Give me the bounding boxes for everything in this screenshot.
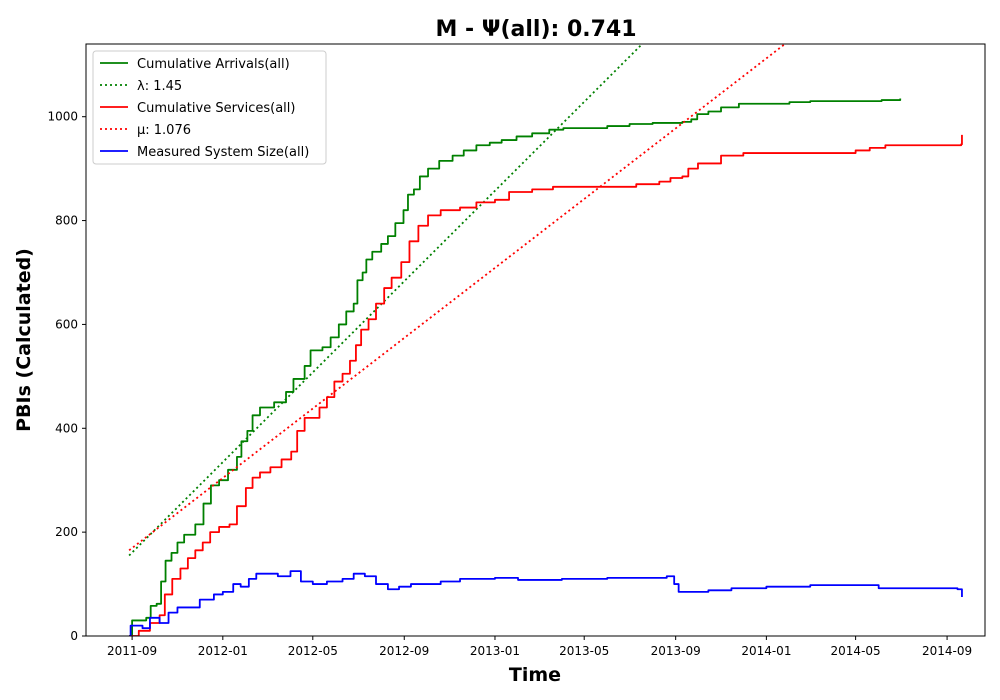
legend-label-1-076: μ: 1.076 xyxy=(137,123,191,138)
series-line-2-1-45 xyxy=(128,44,643,557)
series-line-4-1-076 xyxy=(128,44,786,552)
legend-label-measured-system-size-all: Measured System Size(all) xyxy=(137,145,309,160)
x-axis: 2011-09 2012-01 2012-05 2012-09 2013-01 2013-… xyxy=(107,636,972,658)
y-tick-label: 200 xyxy=(55,525,78,539)
y-axis: 0 200 400 600 800 1000 xyxy=(47,110,86,643)
series-line-1-cumulative-arrivals-all xyxy=(129,98,902,636)
y-tick-label: 400 xyxy=(55,421,78,435)
x-axis-title: Time xyxy=(509,664,561,686)
x-tick-label: 2012-05 xyxy=(288,644,338,658)
legend-box xyxy=(92,50,327,165)
legend-label-cumulative-services-all: Cumulative Services(all) xyxy=(137,101,295,116)
y-tick-label: 0 xyxy=(70,629,78,643)
x-tick-label: 2012-09 xyxy=(379,644,429,658)
series-line-5-measured-system-size-all xyxy=(129,570,963,636)
x-tick-label: 2012-01 xyxy=(198,644,248,658)
x-tick-label: 2014-05 xyxy=(831,644,881,658)
y-tick-label: 800 xyxy=(55,214,78,228)
legend: Cumulative Arrivals(all) λ: 1.45 Cumulativ… xyxy=(92,50,327,165)
legend-label-cumulative-arrivals-all: Cumulative Arrivals(all) xyxy=(137,57,290,72)
legend-label-1-45: λ: 1.45 xyxy=(137,79,182,94)
series-line-3-cumulative-services-all xyxy=(129,134,963,636)
x-tick-label: 2013-01 xyxy=(470,644,520,658)
y-tick-label: 600 xyxy=(55,317,78,331)
x-tick-label: 2011-09 xyxy=(107,644,157,658)
x-tick-label: 2014-09 xyxy=(922,644,972,658)
plot-frame xyxy=(85,43,986,637)
x-tick-label: 2013-09 xyxy=(651,644,701,658)
y-tick-label: 1000 xyxy=(47,110,78,124)
series-layer xyxy=(128,44,963,636)
y-axis-title: PBIs (Calculated) xyxy=(13,248,35,432)
x-tick-label: 2014-01 xyxy=(741,644,791,658)
chart-title: M - Ψ(all): 0.741 xyxy=(435,17,636,42)
x-tick-label: 2013-05 xyxy=(559,644,609,658)
